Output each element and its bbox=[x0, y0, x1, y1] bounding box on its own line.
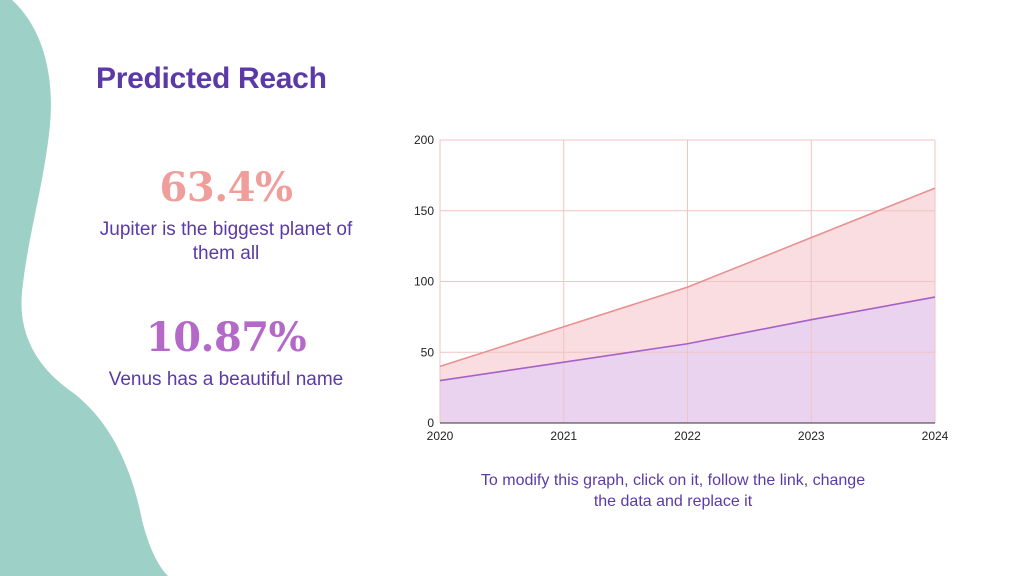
stat-description: Jupiter is the biggest planet of them al… bbox=[99, 219, 353, 264]
decorative-blob bbox=[0, 0, 168, 576]
stat-venus: 10.87% Venus has a beautiful name bbox=[96, 312, 356, 392]
y-tick-label: 50 bbox=[421, 345, 435, 359]
stat-jupiter: 63.4% Jupiter is the biggest planet of t… bbox=[96, 162, 356, 266]
y-tick-label: 200 bbox=[414, 133, 434, 147]
chart-caption: To modify this graph, click on it, follo… bbox=[480, 472, 866, 510]
x-tick-label: 2020 bbox=[427, 429, 454, 443]
x-tick-label: 2021 bbox=[550, 429, 577, 443]
x-tick-label: 2024 bbox=[922, 429, 949, 443]
x-tick-label: 2022 bbox=[674, 429, 701, 443]
series-1-line bbox=[439, 187, 936, 368]
area-chart[interactable]: 0 50 100 150 200 2020 2021 2022 2023 2024 bbox=[400, 128, 960, 448]
stat-description: Venus has a beautiful name bbox=[108, 369, 344, 390]
teal-wave-shape bbox=[0, 0, 168, 576]
y-tick-label: 100 bbox=[414, 275, 434, 289]
stat-value: 10.87% bbox=[145, 314, 307, 361]
page-title: Predicted Reach bbox=[96, 62, 327, 95]
y-tick-label: 150 bbox=[414, 204, 434, 218]
series-2-line bbox=[439, 296, 936, 382]
x-tick-label: 2023 bbox=[798, 429, 825, 443]
y-tick-label: 0 bbox=[427, 416, 434, 430]
stat-value: 63.4% bbox=[159, 164, 293, 211]
